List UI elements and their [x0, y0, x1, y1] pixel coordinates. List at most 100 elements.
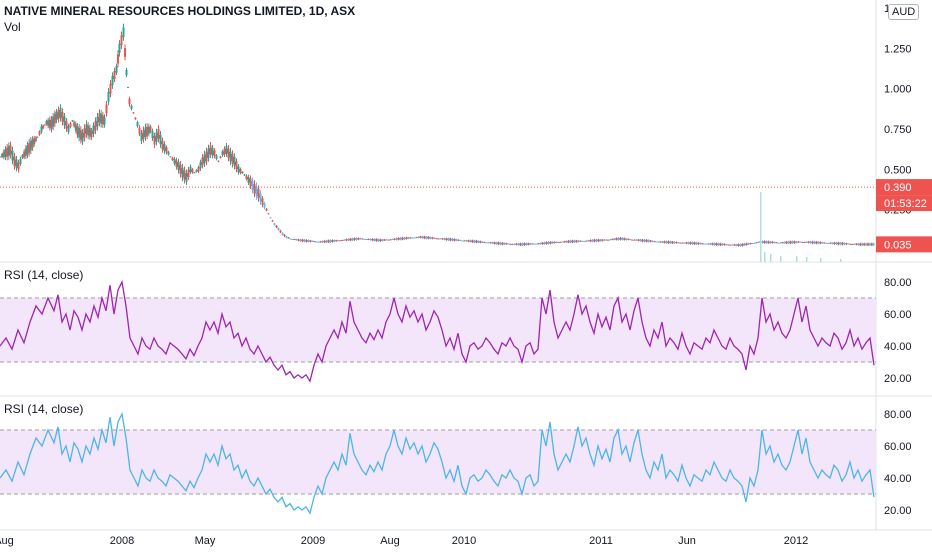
price-candle: [553, 241, 556, 244]
price-candle: [365, 239, 368, 241]
price-candle: [571, 240, 574, 243]
price-candle: [653, 241, 656, 243]
price-candle: [201, 157, 204, 166]
price-candle: [94, 121, 97, 131]
price-candle: [351, 238, 354, 241]
price-candle: [146, 126, 149, 136]
price-candle: [461, 240, 464, 242]
price-candle: [315, 241, 318, 243]
price-candle: [353, 238, 356, 241]
price-candle: [293, 239, 296, 241]
price-candle: [33, 138, 36, 145]
price-candle: [233, 156, 236, 166]
price-candle: [677, 242, 680, 244]
volume-bar: [760, 192, 762, 262]
price-candle: [645, 239, 648, 242]
price-candle: [13, 156, 16, 166]
price-candle: [471, 240, 474, 243]
price-candle: [175, 160, 178, 167]
price-candle: [623, 238, 626, 240]
price-candle: [605, 239, 608, 241]
price-candle: [96, 116, 99, 127]
price-candle: [247, 176, 250, 183]
price-candle: [621, 237, 624, 240]
last-close-tag: [876, 179, 932, 196]
price-candle: [685, 242, 688, 244]
price-candle: [289, 238, 292, 240]
price-candle: [445, 238, 448, 241]
price-candle: [549, 241, 552, 244]
price-candle: [717, 243, 720, 246]
price-candle: [733, 244, 736, 246]
current-price-value: 0.035: [884, 239, 912, 251]
price-candle: [567, 240, 570, 243]
price-candle: [583, 240, 586, 242]
price-candle: [179, 164, 182, 174]
price-candle: [85, 124, 88, 134]
price-candle: [655, 241, 658, 243]
price-candle: [197, 167, 200, 172]
price-candle: [339, 240, 342, 242]
price-candle: [493, 242, 496, 244]
price-candle: [167, 151, 170, 155]
price-candle: [28, 142, 31, 153]
price-candle: [615, 238, 618, 240]
price-candle: [477, 240, 480, 243]
price-candle: [835, 242, 838, 245]
price-candle: [531, 243, 534, 245]
price-candle: [235, 161, 238, 170]
price-candle: [453, 239, 456, 241]
price-candle: [783, 241, 786, 244]
chart-title: NATIVE MINERAL RESOURCES HOLDINGS LIMITE…: [4, 4, 356, 18]
price-candle: [101, 115, 104, 125]
price-candle: [76, 126, 79, 135]
price-candle: [609, 239, 612, 241]
price-candle: [435, 238, 438, 240]
price-candle: [671, 241, 674, 244]
price-candle: [267, 213, 270, 215]
currency-badge[interactable]: AUD: [888, 4, 920, 20]
price-candle: [819, 242, 822, 244]
price-candle: [459, 240, 462, 242]
price-candle: [229, 151, 232, 162]
price-candle: [563, 241, 566, 243]
price-candle: [1, 153, 4, 157]
price-candle: [817, 241, 820, 244]
price-candle: [337, 240, 340, 242]
price-candle: [48, 119, 51, 128]
price-candle: [829, 242, 832, 244]
price-candle: [369, 238, 372, 241]
price-candle: [177, 162, 180, 171]
price-candle: [181, 167, 184, 178]
price-candle: [273, 223, 276, 225]
price-candle: [479, 241, 482, 243]
price-candle: [521, 243, 524, 246]
price-candle: [245, 175, 248, 180]
price-candle: [721, 243, 724, 246]
price-candle: [319, 241, 322, 243]
price-candle: [199, 162, 202, 169]
price-candle: [745, 243, 748, 246]
price-candle: [120, 35, 123, 46]
price-candle: [839, 242, 842, 245]
price-candle: [633, 239, 636, 241]
price-candle: [124, 47, 126, 57]
price-candle: [527, 243, 530, 245]
price-candle: [870, 243, 873, 246]
price-candle: [311, 240, 314, 242]
price-candle: [345, 239, 348, 241]
price-candle: [463, 240, 466, 242]
price-candle: [773, 242, 776, 244]
price-candle: [285, 236, 288, 238]
price-candle: [183, 170, 186, 180]
price-candle: [857, 243, 860, 246]
price-candle: [193, 172, 196, 174]
price-candle: [291, 239, 294, 241]
price-candle: [305, 239, 308, 242]
price-candle: [333, 240, 336, 242]
countdown-value: 01:53:22: [884, 198, 927, 210]
price-candle: [497, 242, 500, 245]
price-candle: [281, 232, 284, 235]
